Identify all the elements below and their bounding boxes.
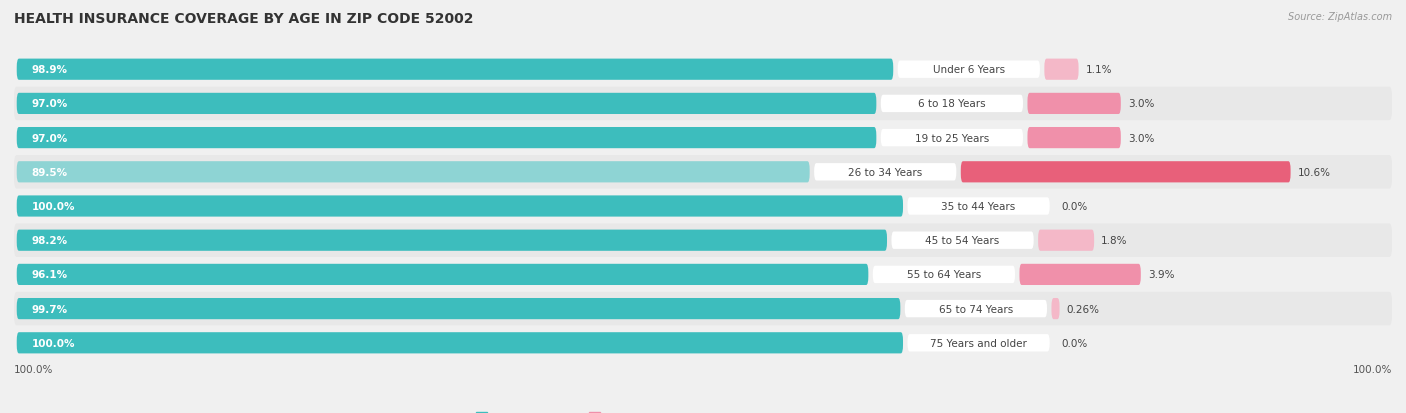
Text: 35 to 44 Years: 35 to 44 Years xyxy=(942,202,1015,211)
FancyBboxPatch shape xyxy=(1019,264,1140,285)
FancyBboxPatch shape xyxy=(1038,230,1094,251)
FancyBboxPatch shape xyxy=(14,190,1392,223)
Text: 98.2%: 98.2% xyxy=(32,236,67,246)
Text: 99.7%: 99.7% xyxy=(32,304,67,314)
FancyBboxPatch shape xyxy=(880,130,1024,147)
FancyBboxPatch shape xyxy=(1045,59,1078,81)
FancyBboxPatch shape xyxy=(873,266,1015,283)
FancyBboxPatch shape xyxy=(960,162,1291,183)
FancyBboxPatch shape xyxy=(17,128,876,149)
FancyBboxPatch shape xyxy=(14,292,1392,325)
FancyBboxPatch shape xyxy=(1028,128,1121,149)
Text: 10.6%: 10.6% xyxy=(1298,167,1330,177)
FancyBboxPatch shape xyxy=(17,162,810,183)
Text: 3.0%: 3.0% xyxy=(1128,99,1154,109)
Text: 0.0%: 0.0% xyxy=(1062,202,1087,211)
Text: 97.0%: 97.0% xyxy=(32,99,67,109)
Text: 65 to 74 Years: 65 to 74 Years xyxy=(939,304,1014,314)
Text: 0.0%: 0.0% xyxy=(1062,338,1087,348)
Text: 1.1%: 1.1% xyxy=(1085,65,1112,75)
Text: 3.0%: 3.0% xyxy=(1128,133,1154,143)
FancyBboxPatch shape xyxy=(17,264,869,285)
FancyBboxPatch shape xyxy=(880,95,1024,113)
FancyBboxPatch shape xyxy=(897,62,1040,79)
Text: 89.5%: 89.5% xyxy=(32,167,67,177)
FancyBboxPatch shape xyxy=(907,198,1050,215)
FancyBboxPatch shape xyxy=(14,156,1392,189)
FancyBboxPatch shape xyxy=(17,59,893,81)
Text: 45 to 54 Years: 45 to 54 Years xyxy=(925,236,1000,246)
Text: 26 to 34 Years: 26 to 34 Years xyxy=(848,167,922,177)
Text: 1.8%: 1.8% xyxy=(1101,236,1128,246)
Text: 100.0%: 100.0% xyxy=(32,338,76,348)
FancyBboxPatch shape xyxy=(907,334,1050,351)
FancyBboxPatch shape xyxy=(14,53,1392,87)
FancyBboxPatch shape xyxy=(17,298,900,319)
Text: 100.0%: 100.0% xyxy=(1353,364,1392,374)
Text: 19 to 25 Years: 19 to 25 Years xyxy=(915,133,988,143)
FancyBboxPatch shape xyxy=(14,258,1392,292)
Text: 55 to 64 Years: 55 to 64 Years xyxy=(907,270,981,280)
Text: 0.26%: 0.26% xyxy=(1067,304,1099,314)
FancyBboxPatch shape xyxy=(17,332,903,354)
FancyBboxPatch shape xyxy=(1028,94,1121,115)
FancyBboxPatch shape xyxy=(14,326,1392,360)
Text: 96.1%: 96.1% xyxy=(32,270,67,280)
Text: 6 to 18 Years: 6 to 18 Years xyxy=(918,99,986,109)
Text: 97.0%: 97.0% xyxy=(32,133,67,143)
FancyBboxPatch shape xyxy=(17,94,876,115)
FancyBboxPatch shape xyxy=(905,300,1047,318)
FancyBboxPatch shape xyxy=(14,88,1392,121)
FancyBboxPatch shape xyxy=(17,196,903,217)
Text: 100.0%: 100.0% xyxy=(32,202,76,211)
Legend: With Coverage, Without Coverage: With Coverage, Without Coverage xyxy=(471,408,714,413)
FancyBboxPatch shape xyxy=(1052,298,1060,319)
FancyBboxPatch shape xyxy=(14,121,1392,155)
Text: Source: ZipAtlas.com: Source: ZipAtlas.com xyxy=(1288,12,1392,22)
FancyBboxPatch shape xyxy=(814,164,956,181)
FancyBboxPatch shape xyxy=(891,232,1033,249)
Text: HEALTH INSURANCE COVERAGE BY AGE IN ZIP CODE 52002: HEALTH INSURANCE COVERAGE BY AGE IN ZIP … xyxy=(14,12,474,26)
Text: 100.0%: 100.0% xyxy=(14,364,53,374)
Text: 75 Years and older: 75 Years and older xyxy=(931,338,1026,348)
Text: Under 6 Years: Under 6 Years xyxy=(932,65,1005,75)
Text: 98.9%: 98.9% xyxy=(32,65,67,75)
FancyBboxPatch shape xyxy=(17,230,887,251)
FancyBboxPatch shape xyxy=(14,224,1392,257)
Text: 3.9%: 3.9% xyxy=(1147,270,1174,280)
